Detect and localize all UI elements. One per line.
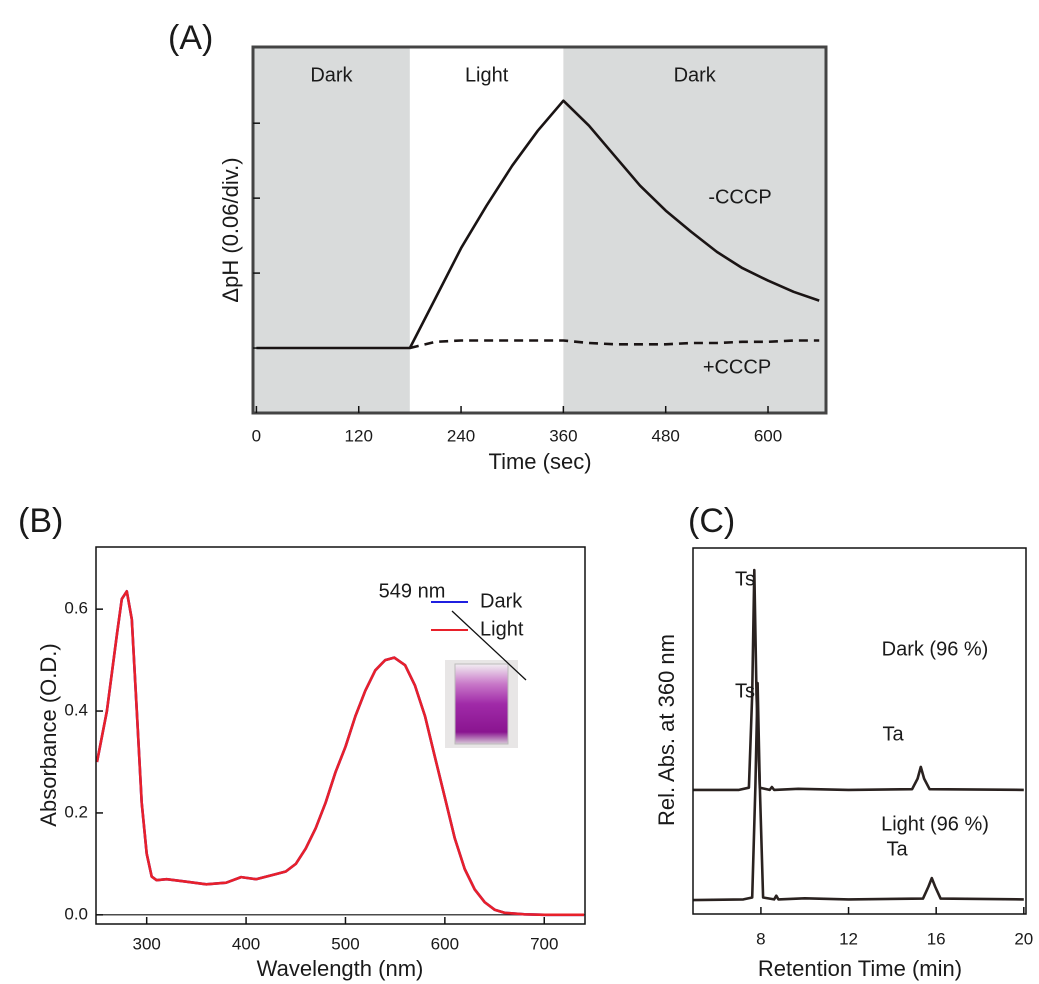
y-tick-label: 0.0: [64, 904, 88, 923]
x-tick-label: 240: [447, 426, 475, 445]
y-tick-label: 0.6: [64, 599, 88, 618]
y-axis-label: ΔpH (0.06/div.): [218, 157, 243, 302]
x-tick-label: 12: [839, 929, 858, 948]
plot-frame: [251, 45, 828, 415]
series-line: [693, 568, 1024, 792]
x-axis-label: Retention Time (min): [758, 956, 962, 981]
region: [563, 47, 826, 413]
x-tick-label: 500: [331, 934, 359, 953]
panel-label: (A): [168, 19, 213, 57]
region-label: Dark: [674, 64, 717, 86]
x-tick-label: 8: [756, 929, 765, 948]
panel-label: (C): [688, 502, 735, 540]
panel-label: (B): [18, 502, 63, 540]
y-axis-label: Rel. Abs. at 360 nm: [654, 634, 679, 826]
peak-label: Ts: [735, 680, 755, 702]
x-tick-label: 600: [431, 934, 459, 953]
y-tick-label: 0.2: [64, 802, 88, 821]
series-line: [256, 99, 820, 350]
annotation-leader: [451, 610, 527, 681]
series-line: [95, 590, 584, 917]
legend-label: Dark: [480, 590, 523, 612]
x-tick-label: 20: [1014, 929, 1033, 948]
plot-frame: [692, 547, 1027, 915]
inset-photo: [445, 660, 518, 748]
series-label: +CCCP: [703, 356, 771, 378]
x-tick-label: 16: [927, 929, 946, 948]
y-axis-label: Absorbance (O.D.): [36, 643, 61, 826]
x-tick-label: 0: [252, 426, 261, 445]
series-label: -CCCP: [708, 186, 771, 208]
x-tick-label: 480: [652, 426, 680, 445]
x-axis-label: Time (sec): [488, 449, 591, 474]
region-label: Light: [465, 64, 509, 86]
region: [409, 47, 564, 413]
x-axis-label: Wavelength (nm): [257, 956, 424, 981]
legend-label: Light: [480, 618, 524, 640]
region: [253, 47, 410, 413]
x-tick-label: 700: [530, 934, 558, 953]
peak-label: Ts: [735, 568, 755, 590]
annotation: 549 nm: [379, 580, 446, 602]
x-tick-label: 300: [133, 934, 161, 953]
series-label: Light (96 %): [881, 813, 989, 835]
plot-frame: [95, 546, 586, 925]
x-tick-label: 120: [345, 426, 373, 445]
peak-label: Ta: [886, 838, 908, 860]
region-label: Dark: [310, 64, 353, 86]
x-tick-label: 600: [754, 426, 782, 445]
series-line: [409, 339, 820, 350]
x-tick-label: 400: [232, 934, 260, 953]
series-line: [692, 681, 1024, 902]
x-tick-label: 360: [549, 426, 577, 445]
peak-label: Ta: [882, 723, 904, 745]
y-tick-label: 0.4: [64, 701, 88, 720]
series-label: Dark (96 %): [882, 638, 989, 660]
